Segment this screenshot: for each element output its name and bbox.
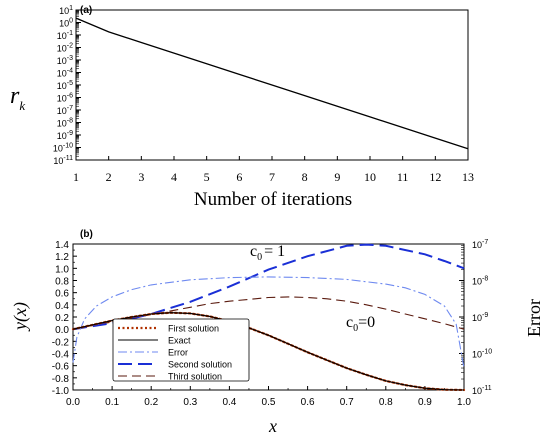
x-tick-label-a: 1 — [73, 170, 79, 184]
y-tick-label-b: -0.8 — [52, 374, 70, 385]
y-tick-label-b: -1.0 — [52, 386, 70, 397]
panel-b-label: (b) — [80, 229, 93, 240]
x-tick-label-a: 7 — [269, 170, 275, 184]
panel-b-xlabel: x — [268, 416, 277, 436]
x-tick-label-b: 1.0 — [457, 397, 471, 408]
y-tick-label-a: 10-2 — [57, 43, 73, 54]
y-tick-label-a: 10-3 — [57, 55, 73, 66]
y-tick-label-b: 1.2 — [55, 252, 69, 263]
right-tick-label-b: 10-10 — [472, 349, 492, 360]
x-tick-label-a: 12 — [429, 170, 441, 184]
legend-label: Third solution — [168, 372, 222, 382]
series-line-exact — [72, 312, 465, 391]
x-tick-label-a: 6 — [236, 170, 242, 184]
y-tick-label-b: 0.0 — [55, 325, 69, 336]
y-tick-label-a: 10-11 — [53, 155, 73, 166]
x-tick-label-a: 2 — [106, 170, 112, 184]
x-tick-label-b: 0.2 — [144, 397, 158, 408]
x-tick-label-a: 10 — [364, 170, 376, 184]
x-tick-label-a: 5 — [204, 170, 210, 184]
panel-a: (a) rk Number of iterations 1 2 3 4 5 6 7 8 9 10 1… — [10, 5, 474, 210]
y-tick-label-a: 10-10 — [53, 143, 73, 154]
x-tick-label-b: 0.8 — [379, 397, 393, 408]
y-tick-label-b: 1.0 — [55, 264, 69, 275]
right-tick-label-b: 10-7 — [472, 239, 488, 250]
annotation-c0-one: c0 = 1 — [250, 243, 285, 263]
x-tick-label-b: 0.3 — [183, 397, 197, 408]
y-tick-label-b: 1.4 — [55, 240, 69, 251]
y-tick-label-a: 10-8 — [57, 118, 73, 129]
x-tick-label-b: 0.5 — [262, 397, 276, 408]
legend-label: Exact — [168, 336, 191, 346]
panel-b-ylabel-right: Error — [524, 299, 544, 337]
y-tick-label-a: 10-1 — [57, 30, 73, 41]
legend-box — [112, 318, 250, 382]
x-tick-label-b: 0.4 — [222, 397, 236, 408]
right-tick-label-b: 10-9 — [472, 312, 488, 323]
x-tick-label-a: 9 — [334, 170, 340, 184]
panel-b-ylabel: y(x) — [10, 302, 31, 332]
x-tick-label-a: 8 — [302, 170, 308, 184]
legend-label: Second solution — [168, 360, 232, 370]
series-line-third-solution — [72, 296, 465, 330]
panel-a-ylabel: rk — [10, 83, 25, 113]
y-tick-label-b: -0.2 — [52, 337, 70, 348]
legend: First solution Exact Error Second solution T… — [112, 318, 250, 382]
y-tick-label-a: 10-4 — [57, 68, 73, 79]
x-tick-label-a: 3 — [138, 170, 144, 184]
y-tick-label-b: -0.6 — [52, 362, 70, 373]
x-tick-label-b: 0.0 — [66, 397, 80, 408]
legend-label: First solution — [168, 324, 219, 334]
x-tick-label-b: 0.6 — [301, 397, 315, 408]
y-tick-label-a: 10-6 — [57, 93, 73, 104]
panel-a-xlabel: Number of iterations — [194, 189, 352, 210]
series-line-a-0 — [75, 17, 469, 150]
y-tick-label-b: 0.6 — [55, 289, 69, 300]
y-tick-label-b: 0.2 — [55, 313, 69, 324]
x-tick-label-a: 11 — [397, 170, 409, 184]
panel-b: (b) y(x) Error x c0 = 1 c0=0 0.0 0.1 0.2 0.3… — [10, 229, 544, 436]
y-tick-label-b: -0.4 — [52, 350, 70, 361]
right-tick-label-b: 10-8 — [472, 276, 488, 287]
y-tick-label-a: 10-9 — [57, 130, 73, 141]
x-tick-label-a: 4 — [171, 170, 177, 184]
y-tick-label-a: 10-5 — [57, 80, 73, 91]
right-tick-label-b: 10-11 — [472, 385, 492, 396]
x-tick-label-b: 0.1 — [105, 397, 119, 408]
y-tick-label-a: 10-7 — [57, 105, 73, 116]
y-tick-label-a: 100 — [59, 18, 73, 29]
x-tick-label-b: 0.9 — [418, 397, 432, 408]
x-tick-label-a: 13 — [462, 170, 474, 184]
x-tick-label-b: 0.7 — [340, 397, 354, 408]
y-tick-label-a: 101 — [59, 5, 73, 16]
y-tick-label-b: 0.4 — [55, 301, 69, 312]
annotation-c0-zero: c0=0 — [346, 314, 375, 334]
legend-label: Error — [168, 348, 188, 358]
series-line-second-solution — [72, 243, 465, 331]
y-tick-label-b: 0.8 — [55, 277, 69, 288]
